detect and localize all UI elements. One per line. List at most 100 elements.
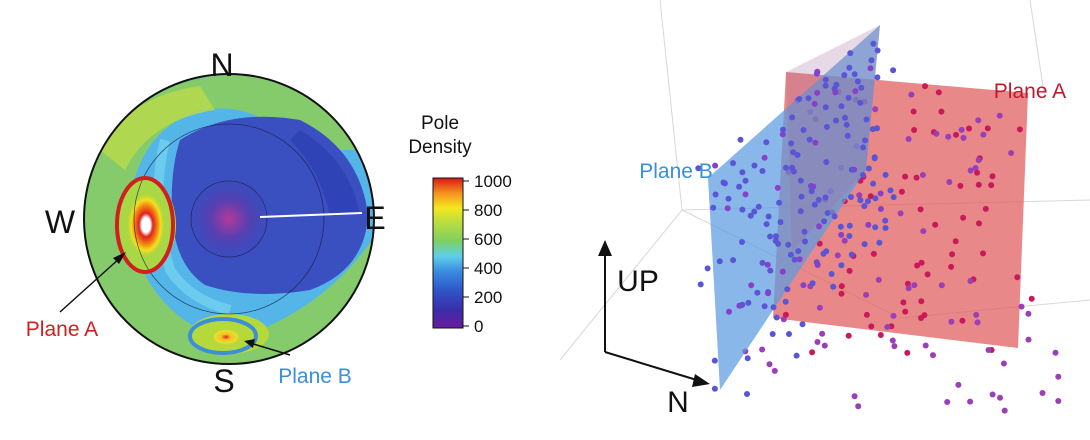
scatter-point — [949, 251, 956, 258]
scatter-point — [744, 391, 750, 397]
scatter-point — [847, 50, 854, 57]
scatter-point — [761, 303, 768, 310]
scatter-point — [952, 238, 959, 245]
scatter-point — [902, 308, 909, 315]
north-arrow — [604, 351, 710, 387]
scatter-point — [739, 301, 746, 308]
scatter-point — [863, 116, 870, 123]
scatter-point — [890, 67, 897, 74]
scatter-point — [800, 282, 807, 289]
scatter-point — [980, 131, 987, 138]
scatter-point — [967, 167, 974, 174]
scatter-point — [872, 106, 879, 113]
scatter-point — [960, 134, 967, 141]
scatter-point — [946, 179, 953, 185]
colorbar-tick-label: 600 — [474, 230, 502, 249]
scatter-point — [988, 182, 995, 189]
scatter-point — [799, 321, 806, 328]
scatter-point — [800, 127, 807, 133]
scatter-point — [786, 331, 792, 337]
scatter-point — [858, 84, 865, 91]
scatter-point — [960, 214, 967, 221]
scatter-point — [834, 252, 841, 259]
scatter-point — [720, 179, 727, 186]
scatter-point — [948, 318, 955, 325]
scatter-point — [1000, 360, 1007, 367]
north-label: N — [667, 386, 689, 419]
scatter-point — [872, 224, 879, 231]
scatter-point — [911, 127, 918, 133]
scatter-point — [861, 203, 868, 210]
scatter-point — [1052, 349, 1059, 356]
scatter-point — [871, 154, 878, 161]
scatter-point — [737, 136, 744, 143]
scatter-point — [726, 308, 732, 315]
scatter-point — [782, 298, 789, 305]
scatter-point — [739, 206, 746, 213]
scatter-point — [905, 285, 912, 292]
scatter-point — [1055, 398, 1062, 404]
scatter-point — [697, 281, 704, 288]
scatter-point — [955, 381, 962, 388]
scatter-point — [794, 152, 801, 158]
scatter-point — [785, 241, 792, 248]
colorbar-tick-label: 800 — [474, 201, 502, 220]
scatter-point — [838, 290, 845, 297]
scatter-point — [779, 268, 786, 275]
scatter-point — [806, 136, 813, 143]
scatter-point — [809, 280, 816, 287]
scatter-point — [838, 103, 845, 110]
scatter-point — [852, 88, 859, 95]
scatter-point — [815, 196, 822, 203]
scatter-point — [797, 177, 804, 184]
scatter-point — [724, 205, 731, 212]
scatter-point — [864, 198, 871, 205]
colorbar-tick-label: 400 — [474, 259, 502, 278]
scatter-point — [996, 112, 1003, 119]
scatter-point — [884, 324, 891, 330]
scatter-point — [712, 162, 719, 169]
scatter-point — [796, 96, 803, 102]
scatter-point — [1016, 126, 1023, 133]
colorbar-title-line1: Pole — [421, 113, 459, 134]
scatter-point — [742, 177, 749, 184]
scatter-point — [917, 206, 924, 213]
scatter-point — [730, 257, 737, 264]
scatter-point — [842, 114, 848, 121]
scatter-point — [747, 212, 754, 219]
scatter-point — [959, 317, 966, 324]
scatter-point — [938, 282, 945, 289]
scatter-point — [874, 74, 881, 81]
scatter-point — [751, 208, 758, 215]
scatter-point — [1028, 295, 1035, 302]
colorbar-ticks: 1000 800 600 400 200 0 — [463, 172, 512, 336]
scatter-point — [822, 76, 829, 83]
plane-b-surface — [708, 25, 880, 390]
scatter-point — [855, 403, 862, 410]
scatter-point — [975, 117, 982, 124]
scatter-point — [973, 311, 980, 318]
scatter-point — [922, 83, 928, 90]
scatter-point — [953, 131, 959, 138]
scatter-point — [783, 164, 789, 171]
scatter-point — [764, 261, 771, 268]
scatter-point — [801, 228, 808, 235]
scatter-point — [833, 81, 840, 88]
scatter-point — [874, 125, 880, 132]
scatter-point — [711, 385, 718, 392]
scatter-point — [870, 250, 877, 257]
colorbar-gradient — [432, 177, 464, 329]
scatter-point — [854, 78, 861, 85]
scatter-point — [848, 166, 855, 173]
scatter-point — [890, 194, 897, 201]
scatter-point — [779, 131, 786, 138]
scatter-point — [798, 193, 805, 200]
scatter-point — [1014, 274, 1021, 281]
scatter-point — [870, 40, 877, 47]
scatter-point — [913, 174, 920, 181]
scatter-point — [976, 220, 982, 227]
scatter-point — [767, 233, 774, 240]
scatter-point — [788, 140, 795, 147]
scatter-point — [920, 228, 927, 235]
scene-3d: Plane A Plane B UP N — [559, 0, 1090, 419]
